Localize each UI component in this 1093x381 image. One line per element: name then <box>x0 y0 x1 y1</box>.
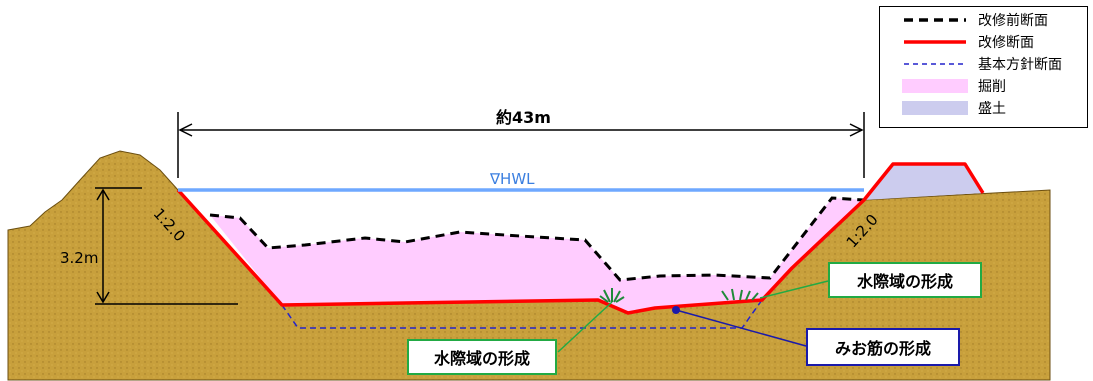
legend-label: 基本方針断面 <box>978 57 1062 73</box>
vegetation-left <box>599 288 625 303</box>
hwl-label: ∇HWL <box>490 170 535 188</box>
legend: 改修前断面 改修断面 基本方針断面 掘削 盛土 <box>879 6 1088 128</box>
height-arrow-bottom <box>96 291 110 304</box>
leader-low-channel <box>675 309 807 347</box>
dash-black-swatch <box>904 18 966 22</box>
width-label: 約43m <box>496 108 551 127</box>
legend-item-improved: 改修断面 <box>880 31 1087 53</box>
width-arrow-left <box>178 123 193 137</box>
callout-left-wetland: 水際域の形成 <box>407 339 557 375</box>
callout-right-wetland: 水際域の形成 <box>828 262 982 298</box>
vegetation-right <box>721 288 759 301</box>
legend-item-excavation: 掘削 <box>880 75 1087 97</box>
callout-low-channel: みお筋の形成 <box>806 328 960 366</box>
legend-label: 改修前断面 <box>978 13 1048 29</box>
height-label: 3.2m <box>60 249 99 267</box>
dash-blue-swatch <box>904 63 966 65</box>
leader-right-wetland <box>759 280 829 299</box>
solid-red-swatch <box>904 40 966 44</box>
legend-label: 改修断面 <box>978 35 1034 51</box>
excavation-swatch <box>902 79 968 93</box>
basic-policy-section-line <box>281 299 763 329</box>
pre-improvement-section-line <box>209 196 865 282</box>
legend-label: 掘削 <box>978 79 1006 95</box>
legend-item-embankment: 盛土 <box>880 97 1087 119</box>
height-arrow-top <box>96 188 110 201</box>
excavation-fill <box>210 198 864 313</box>
legend-item-pre-improvement: 改修前断面 <box>880 9 1087 31</box>
embankment-fill <box>864 164 983 200</box>
improved-section-line <box>176 162 985 315</box>
legend-item-basic-policy: 基本方針断面 <box>880 53 1087 75</box>
legend-label: 盛土 <box>978 101 1006 117</box>
embankment-swatch <box>902 101 968 115</box>
width-arrow-right <box>849 123 864 137</box>
leader-left-wetland <box>557 301 613 353</box>
